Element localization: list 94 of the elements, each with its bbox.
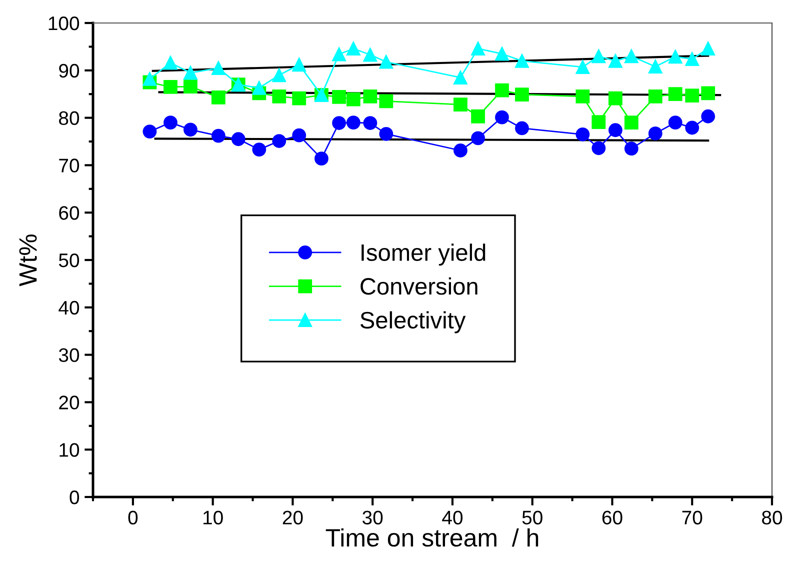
point [272,90,286,104]
point [608,54,622,68]
point [701,109,716,124]
point [648,126,662,140]
point [668,87,682,102]
x-tick-label: 50 [522,510,542,524]
point [668,50,682,64]
point [624,116,638,130]
y-tick-label: 50 [58,253,80,268]
point [292,58,306,72]
point [184,80,198,94]
point [211,61,226,75]
point [332,90,346,104]
x-tick-label: 60 [602,510,622,524]
point [592,141,606,156]
point [576,90,590,104]
point [346,42,360,56]
y-tick-label: 20 [59,396,80,410]
point [592,49,606,64]
point [272,68,286,82]
point [648,90,662,104]
point [495,46,509,61]
y-tick-label: 30 [58,348,80,362]
point [471,42,485,56]
point [346,92,360,106]
x-tick-label: 0 [128,510,138,524]
point [211,90,226,104]
point [252,142,266,157]
point [608,123,622,138]
point [608,91,622,106]
point [379,54,394,69]
y-tick-label: 40 [58,300,80,315]
legend-label: Conversion [360,277,478,295]
y-tick-label: 90 [59,64,80,78]
point [379,94,394,108]
point [292,91,306,106]
point [454,70,468,84]
x-tick-label: 80 [762,510,782,524]
point [592,115,606,130]
point [685,52,700,66]
point [164,116,178,130]
point [363,90,378,104]
point [454,98,468,112]
point [685,120,700,135]
point [164,80,178,94]
point [454,144,468,158]
point [648,60,662,74]
point [164,56,178,70]
point [363,48,378,62]
point [314,152,328,166]
point [363,116,378,130]
point [701,42,716,56]
point [495,110,509,124]
point [184,66,198,80]
x-tick-label: 70 [682,510,702,524]
x-tick-label: 10 [203,510,223,524]
point [668,116,682,130]
y-tick-label: 100 [48,16,80,30]
point [471,109,485,124]
legend-label: Isomer yield [362,244,486,266]
point [184,122,198,137]
point [142,72,157,86]
point [252,80,266,95]
x-tick-label: 30 [362,510,383,524]
y-axis-title: Wt% [19,234,37,286]
legend-label: Selectivity [360,311,466,334]
y-tick-label: 10 [60,443,80,457]
point [515,121,529,136]
point [346,116,360,130]
point [231,132,246,146]
y-tick-label: 70 [59,158,80,172]
point [624,49,638,64]
point [685,88,700,102]
point [576,60,590,74]
point [471,131,485,146]
point [142,124,157,138]
x-axis-title: Time on stream / h [326,528,538,547]
x-tick-label: 20 [282,510,303,524]
point [379,126,394,141]
point [495,83,509,98]
point [332,116,346,130]
y-tick-label: 0 [70,490,80,504]
x-tick-label: 40 [442,510,463,524]
y-tick-label: 80 [59,111,80,126]
point [701,86,716,100]
point [576,127,590,142]
point [515,54,529,68]
y-tick-label: 60 [59,206,80,220]
point [515,88,529,102]
point [624,142,638,156]
point [272,134,286,148]
point [211,128,226,143]
point [292,128,306,142]
point [332,47,346,62]
